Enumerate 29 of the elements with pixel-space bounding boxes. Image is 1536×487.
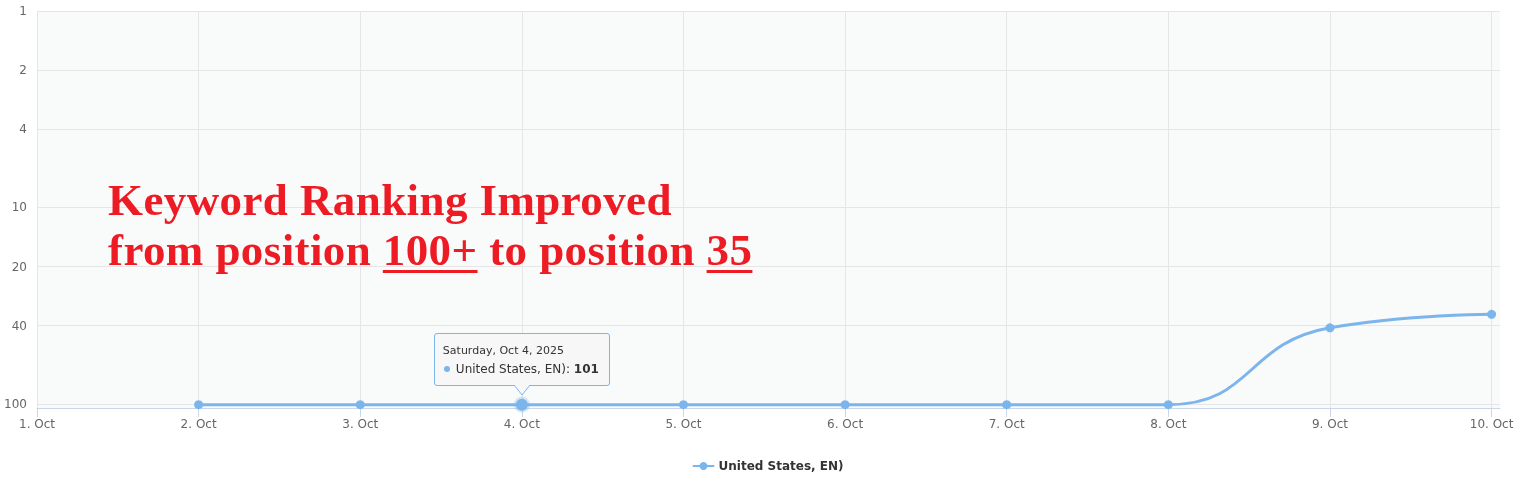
point: [194, 400, 204, 410]
x-tick-label: 5. Oct: [665, 417, 702, 431]
point: [840, 400, 850, 410]
y-tick-label: 4: [19, 122, 27, 137]
x-tick-label: 8. Oct: [1150, 417, 1187, 431]
x-tick-label: 2. Oct: [180, 417, 217, 431]
y-tick-label: 1: [19, 4, 27, 18]
x-tick-label: 7. Oct: [988, 417, 1026, 431]
x-tick-label: 4. Oct: [503, 417, 541, 431]
point: [1002, 400, 1012, 410]
y-tick-label: 100: [4, 396, 27, 411]
x-tick-label: 6. Oct: [827, 417, 864, 431]
point: [1487, 309, 1497, 319]
y-tick-label: 2: [19, 63, 27, 78]
point: [1325, 323, 1335, 333]
tooltip: Saturday, Oct 4, 2025 United States, EN): 101: [433, 332, 610, 396]
point: [355, 400, 365, 410]
x-tick-label: 1. Oct: [18, 417, 56, 431]
point: [1163, 400, 1173, 410]
y-tick-label: 20: [11, 259, 27, 274]
point: [678, 400, 688, 410]
legend-label: United States, EN): [718, 459, 844, 473]
text: Keyword Ranking Improved from position 100+ to position 35: [108, 175, 753, 275]
x-tick-label: 10. Oct: [1469, 417, 1514, 431]
y-tick-label: 10: [11, 200, 27, 215]
x-tick-label: 3. Oct: [342, 417, 379, 431]
x-tick-label: 9. Oct: [1311, 417, 1349, 431]
y-tick-label: 40: [11, 318, 27, 333]
annotation: Saturday, Oct 4, 2025 United States, EN): 101: [442, 342, 599, 378]
